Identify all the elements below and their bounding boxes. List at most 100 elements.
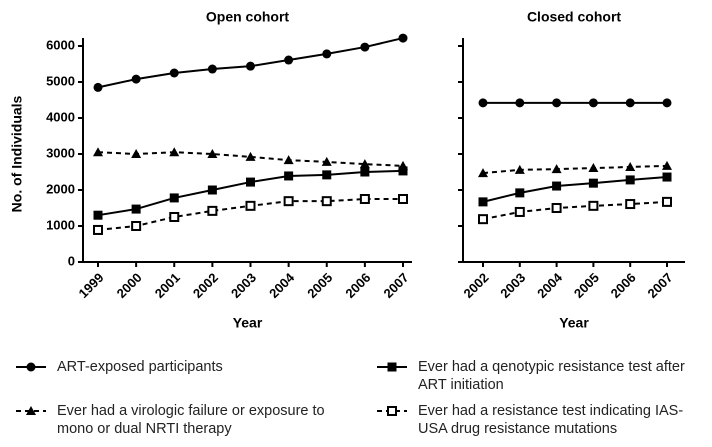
data-point — [284, 55, 294, 65]
x-tick-label: 2004 — [534, 269, 566, 301]
data-point — [93, 224, 103, 235]
data-point — [360, 167, 370, 177]
data-point — [359, 194, 370, 204]
data-point — [93, 210, 103, 220]
data-point — [246, 61, 255, 71]
data-point — [662, 160, 672, 170]
data-point — [588, 178, 598, 188]
data-point — [321, 156, 332, 166]
data-point — [514, 206, 525, 217]
x-tick-label: 2005 — [304, 270, 335, 301]
data-point — [478, 197, 488, 207]
data-point — [478, 214, 488, 225]
data-point — [131, 74, 141, 84]
legend-label: Ever had a virologic failure or exposure… — [57, 403, 325, 437]
y-tick-label: 2000 — [46, 181, 75, 196]
data-point — [169, 193, 179, 203]
data-point — [246, 177, 255, 187]
data-point — [131, 204, 141, 214]
x-tick-label: 2007 — [380, 270, 411, 301]
legend-symbol — [16, 406, 46, 415]
chart-title: Open cohort — [206, 9, 290, 25]
data-point — [588, 200, 599, 211]
x-tick-label: 2000 — [114, 270, 145, 301]
legend-label: Ever had a qenotypic resistance test aft… — [418, 359, 685, 393]
data-point — [245, 200, 256, 211]
data-point — [625, 161, 636, 171]
data-point — [398, 166, 408, 176]
data-point — [588, 98, 598, 108]
data-point — [283, 155, 294, 165]
x-tick-label: 2002 — [460, 270, 491, 301]
legend-label: ART-exposed participants — [57, 359, 223, 375]
y-tick-label: 3000 — [46, 145, 75, 160]
x-tick-label: 2006 — [608, 270, 639, 301]
legend-symbol — [16, 362, 46, 372]
data-point — [662, 196, 672, 207]
x-tick-label: 2001 — [152, 270, 183, 301]
data-point — [515, 98, 525, 108]
data-point — [514, 164, 525, 174]
data-point — [322, 49, 332, 59]
data-point — [169, 212, 180, 222]
data-point — [478, 98, 488, 108]
data-point — [207, 64, 217, 74]
chart-title: Closed cohort — [527, 9, 621, 25]
y-tick-label: 5000 — [46, 73, 75, 88]
data-point — [360, 42, 370, 52]
data-point — [552, 181, 562, 191]
data-point — [131, 149, 142, 158]
y-tick-label: 0 — [68, 253, 75, 268]
data-point — [515, 188, 525, 198]
data-point — [169, 147, 180, 157]
series-line — [482, 176, 668, 203]
data-point — [478, 168, 488, 178]
x-tick-label: 2004 — [266, 269, 298, 301]
legend-symbol — [377, 406, 407, 416]
data-point — [207, 185, 217, 195]
x-tick-label: 2003 — [228, 270, 259, 301]
data-point — [588, 163, 599, 173]
data-point — [207, 205, 218, 216]
chart: Open cohort 0 1000 2000 3000 4000 5000 6000 No. … — [9, 9, 685, 331]
x-axis-label: Year — [559, 315, 589, 331]
data-point — [625, 199, 636, 210]
data-point — [283, 196, 294, 207]
data-point — [169, 68, 179, 78]
x-tick-label: 2007 — [644, 270, 675, 301]
legend-marker — [26, 406, 36, 415]
data-point — [322, 170, 332, 180]
data-point — [551, 203, 562, 213]
y-tick-label: 6000 — [46, 37, 75, 52]
y-tick-label: 4000 — [46, 109, 75, 124]
data-point — [552, 98, 562, 108]
data-point — [131, 221, 142, 231]
data-point — [207, 149, 218, 158]
series-line — [482, 200, 668, 221]
x-tick-label: 2002 — [190, 270, 221, 301]
data-point — [398, 33, 408, 43]
data-point — [245, 151, 256, 161]
data-point — [662, 98, 672, 108]
legend-label: Ever had a resistance test indicating IA… — [418, 403, 684, 437]
y-tick-label: 1000 — [46, 217, 75, 232]
series-line — [482, 164, 668, 175]
y-axis-label: No. of Individuals — [9, 95, 25, 212]
data-point — [551, 164, 562, 174]
data-point — [625, 98, 635, 108]
data-point — [398, 194, 408, 204]
x-tick-label: 2003 — [497, 270, 528, 301]
data-point — [625, 175, 635, 185]
x-tick-label: 1999 — [75, 270, 106, 301]
legend-marker — [26, 362, 36, 372]
data-point — [93, 147, 103, 157]
data-point — [93, 82, 103, 92]
legend-symbol — [377, 362, 407, 372]
legend-marker — [387, 362, 397, 372]
x-axis-label: Year — [233, 315, 263, 331]
data-point — [662, 172, 672, 182]
legend-marker — [387, 406, 397, 416]
data-point — [284, 171, 294, 181]
series-line — [97, 151, 404, 167]
x-tick-label: 2006 — [342, 270, 373, 301]
